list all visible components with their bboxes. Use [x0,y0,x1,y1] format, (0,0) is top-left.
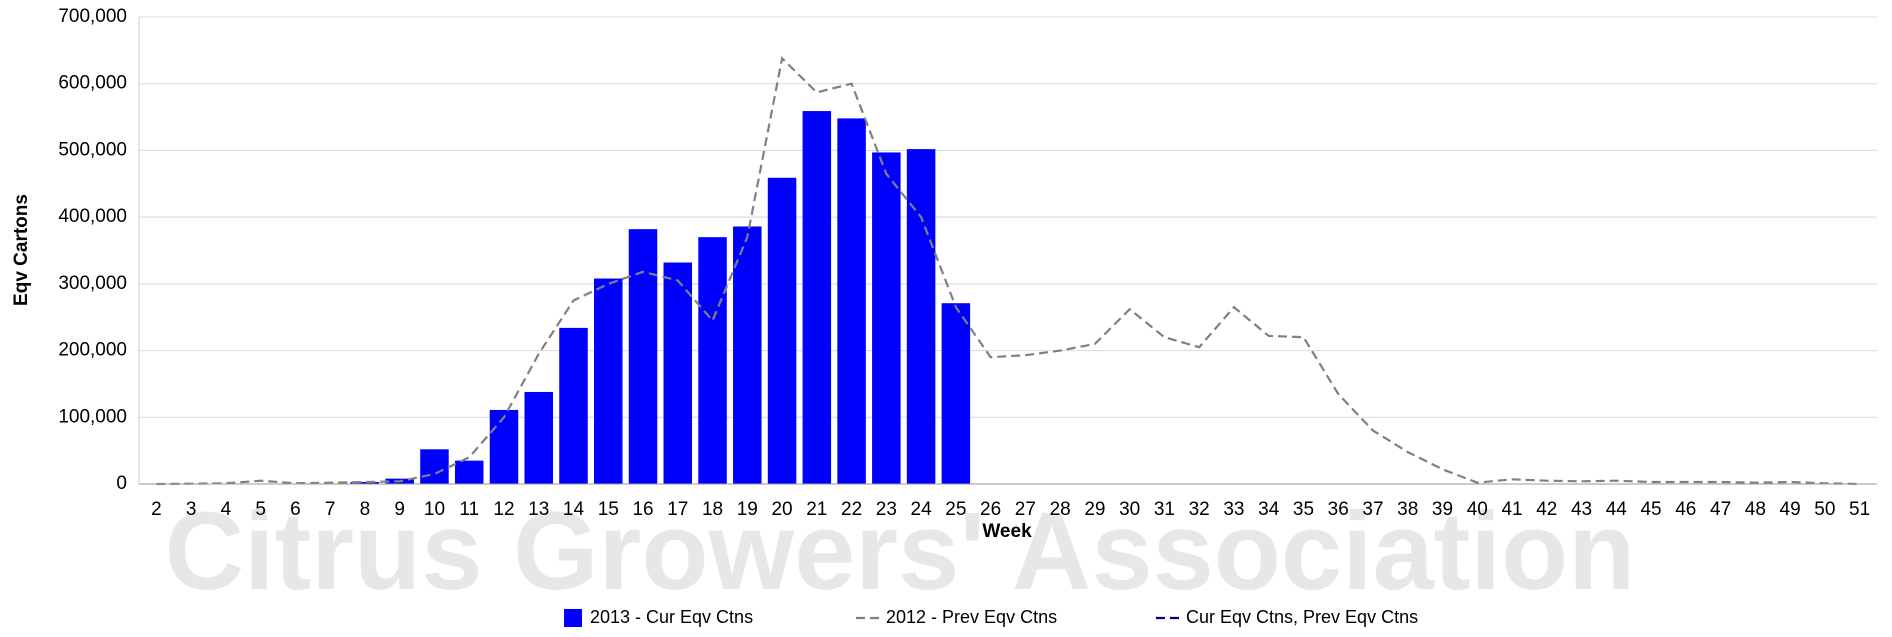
bar [837,118,866,485]
x-tick-label: 19 [737,499,758,520]
x-tick-label: 49 [1780,499,1801,520]
bar [489,409,519,484]
x-tick-label: 39 [1432,499,1453,520]
x-tick-label: 9 [394,499,405,520]
bar [872,152,901,484]
x-tick-label: 12 [493,499,514,520]
x-tick-label: 16 [632,499,653,520]
y-tick-label: 700,000 [58,6,127,27]
x-tick-label: 23 [876,499,897,520]
x-tick-label: 25 [945,499,966,520]
x-tick-label: 40 [1467,499,1488,520]
x-tick-label: 15 [598,499,619,520]
bar [941,303,971,484]
x-tick-label: 30 [1119,499,1140,520]
x-tick-label: 44 [1606,499,1628,520]
x-tick-label: 41 [1501,499,1522,520]
x-tick-label: 50 [1814,499,1835,520]
x-tick-label: 34 [1258,499,1280,520]
x-tick-label: 24 [911,499,933,520]
x-tick-label: 3 [186,499,197,520]
y-tick-label: 200,000 [58,340,127,361]
x-tick-label: 2 [151,499,162,520]
bar [802,111,832,485]
x-tick-label: 37 [1362,499,1383,520]
x-tick-label: 28 [1050,499,1071,520]
x-tick-label: 7 [325,499,336,520]
y-tick-label: 300,000 [58,273,127,294]
x-tick-label: 36 [1328,499,1349,520]
x-tick-label: 14 [563,499,585,520]
x-tick-label: 45 [1640,499,1661,520]
bar [524,391,553,484]
y-tick-label: 100,000 [58,406,127,427]
x-tick-label: 26 [980,499,1001,520]
x-tick-label: 42 [1536,499,1557,520]
legend-label: Cur Eqv Ctns, Prev Eqv Ctns [1186,607,1418,627]
x-tick-label: 21 [806,499,827,520]
x-tick-label: 5 [255,499,266,520]
x-tick-label: 33 [1223,499,1244,520]
bar [906,149,936,484]
y-axis-title: Eqv Cartons [11,194,32,306]
x-tick-label: 6 [290,499,301,520]
legend-label: 2012 - Prev Eqv Ctns [886,607,1057,627]
x-tick-label: 10 [424,499,445,520]
x-tick-label: 35 [1293,499,1314,520]
bar [420,449,449,484]
bar [350,481,380,484]
x-tick-label: 29 [1084,499,1105,520]
x-tick-label: 31 [1154,499,1175,520]
x-tick-label: 46 [1675,499,1696,520]
x-tick-label: 4 [221,499,232,520]
x-tick-label: 17 [667,499,688,520]
y-tick-label: 600,000 [58,73,127,94]
x-tick-label: 43 [1571,499,1592,520]
bar [663,262,693,484]
x-tick-label: 48 [1745,499,1766,520]
x-tick-label: 8 [360,499,371,520]
x-tick-label: 47 [1710,499,1731,520]
x-tick-label: 18 [702,499,723,520]
x-tick-label: 13 [528,499,549,520]
bar [454,460,484,484]
bar [628,229,658,484]
legend-label: 2013 - Cur Eqv Ctns [590,607,753,627]
bar [767,177,797,484]
x-tick-label: 20 [771,499,792,520]
x-tick-label: 32 [1189,499,1210,520]
x-axis-title: Week [982,521,1032,542]
legend-swatch [564,609,582,627]
y-tick-label: 0 [116,473,127,494]
y-tick-label: 500,000 [58,139,127,160]
bar [559,327,588,484]
bar [733,226,762,485]
bar [594,278,623,484]
x-tick-label: 22 [841,499,862,520]
x-tick-label: 38 [1397,499,1418,520]
x-tick-label: 27 [1015,499,1036,520]
watermark: Citrus Growers' Association [165,490,1636,613]
y-tick-label: 400,000 [58,206,127,227]
line [156,56,1860,486]
x-tick-label: 51 [1849,499,1870,520]
bar [698,237,727,484]
x-tick-label: 11 [459,499,479,520]
